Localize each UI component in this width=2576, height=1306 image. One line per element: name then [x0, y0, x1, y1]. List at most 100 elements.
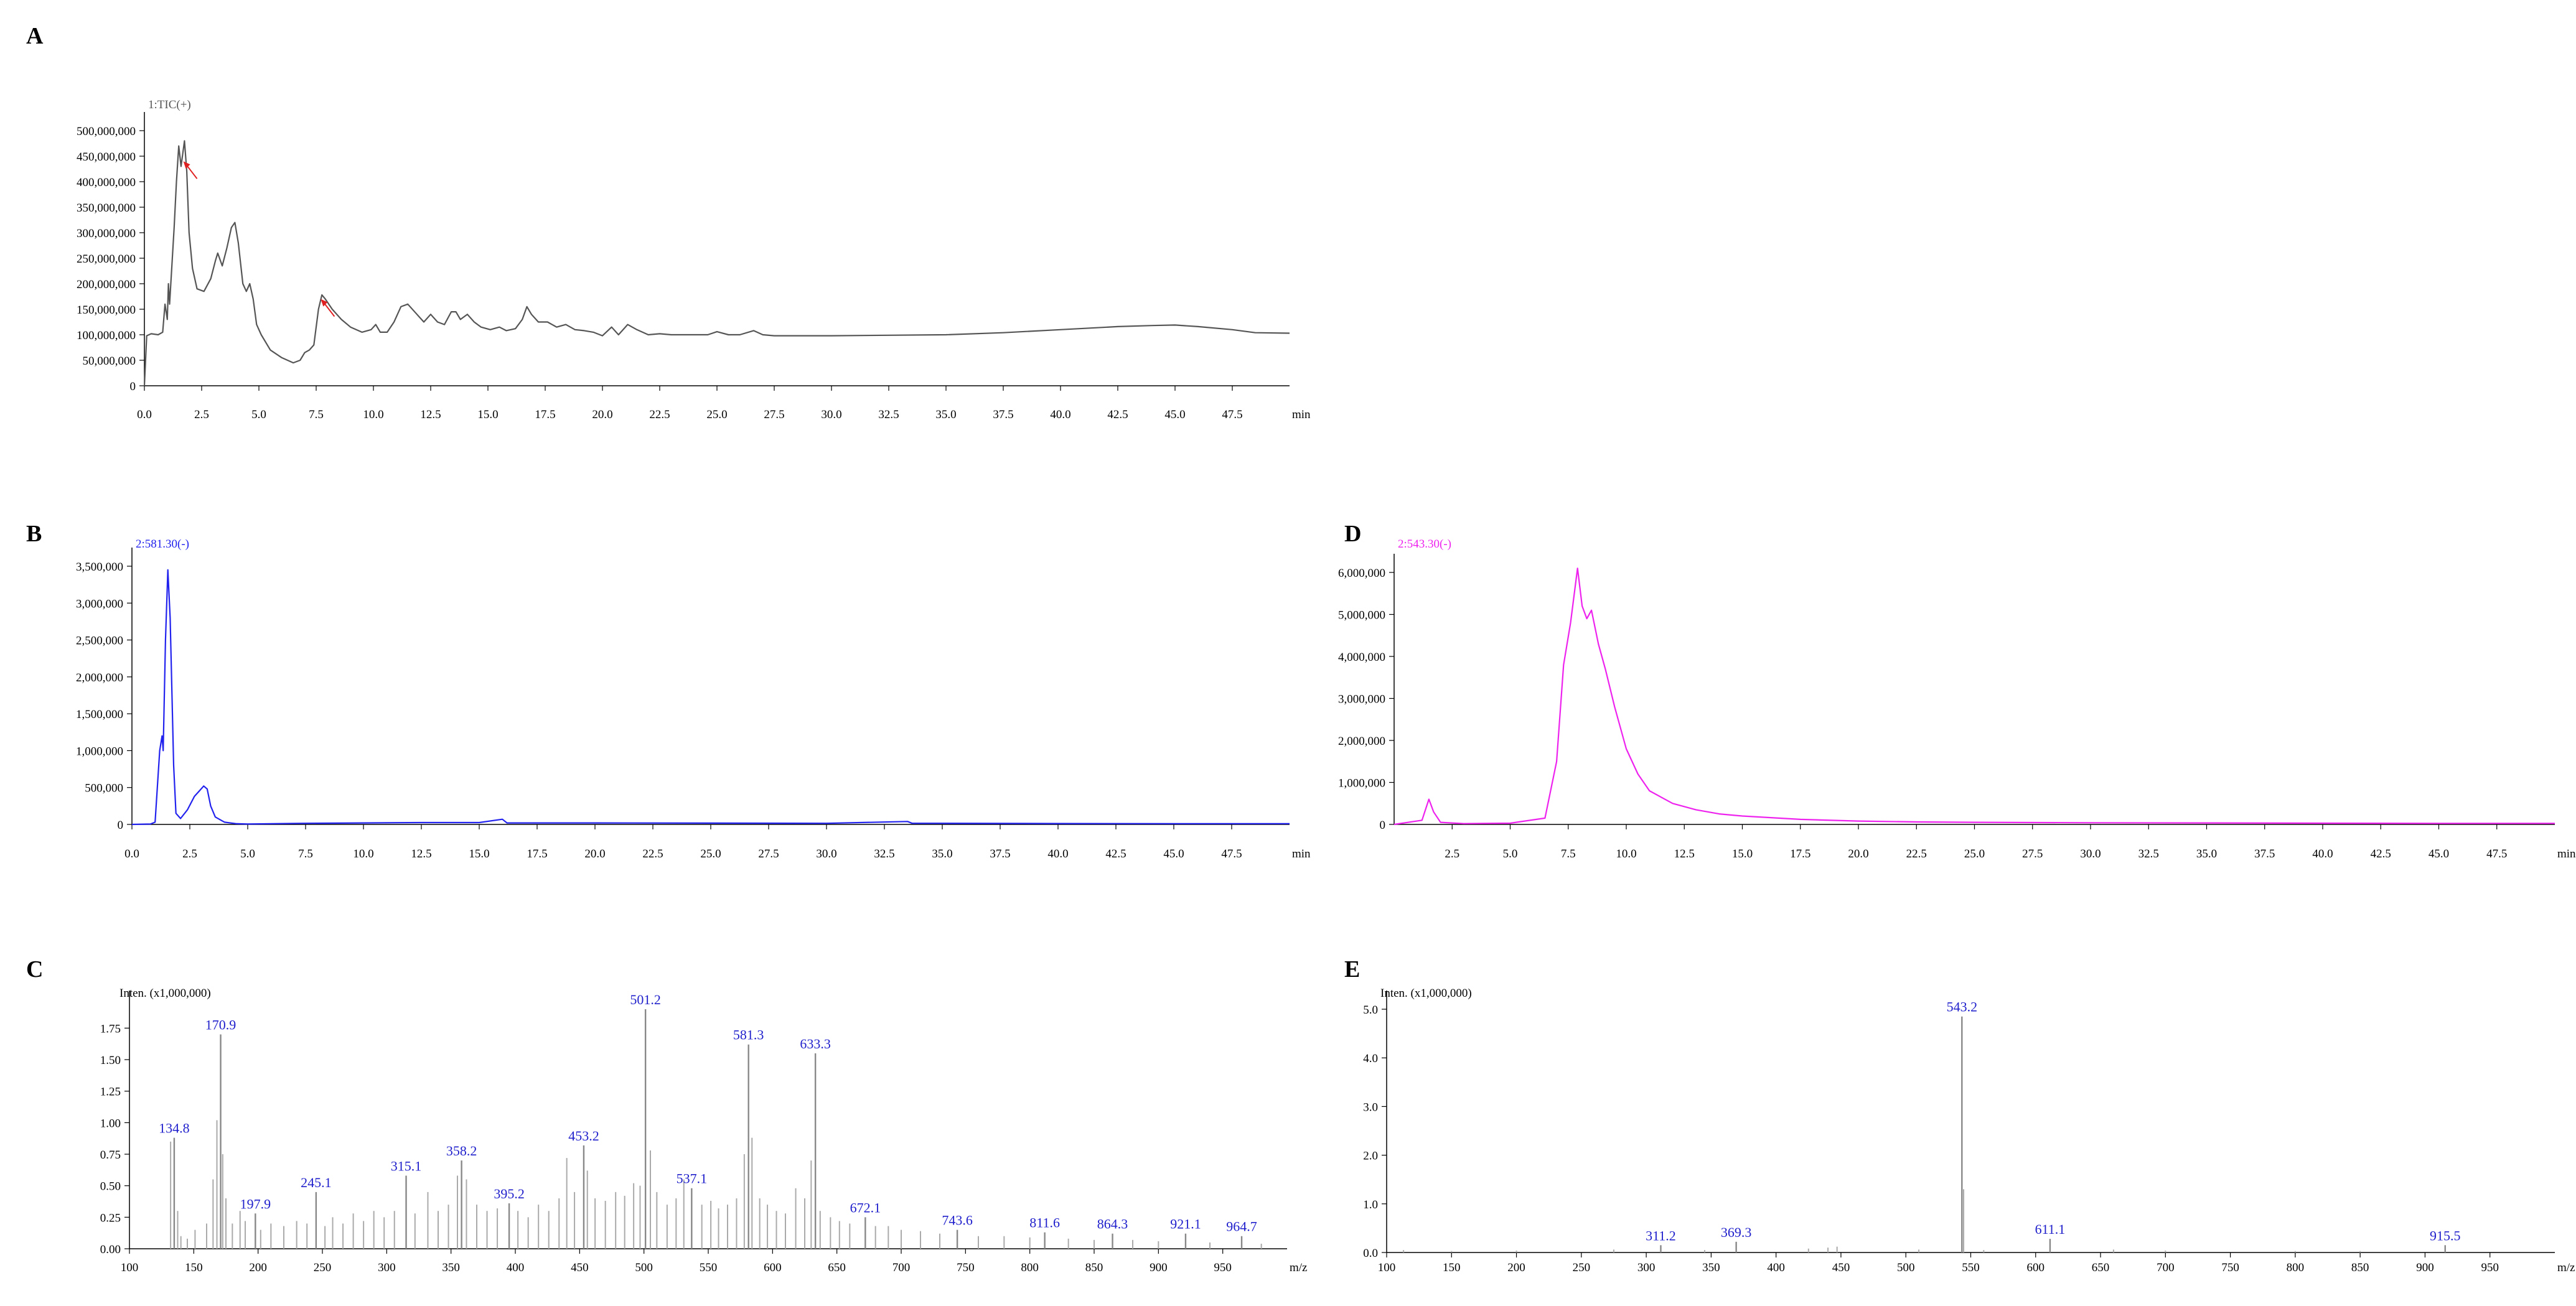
x-tick-label: 25.0: [700, 847, 721, 861]
y-tick-label: 150,000,000: [77, 304, 136, 317]
x-tick-label: 15.0: [477, 408, 498, 421]
x-tick-label: 250: [1573, 1261, 1591, 1274]
x-tick-label: 5.0: [251, 408, 266, 421]
y-tick-label: 5.0: [1363, 1004, 1378, 1017]
trace-label: 2:581.30(-): [136, 538, 189, 551]
x-tick-label: 450: [571, 1261, 589, 1274]
x-tick-label: 10.0: [353, 847, 373, 861]
y-tick-label: 1.00: [100, 1117, 121, 1130]
x-tick-label: 45.0: [1164, 408, 1185, 421]
x-tick-label: 20.0: [1848, 847, 1868, 861]
peak-label: 395.2: [494, 1186, 525, 1201]
x-tick-label: 7.5: [1561, 847, 1576, 861]
panel-letter: B: [26, 521, 42, 547]
y-tick-label: 0: [118, 819, 124, 832]
y-tick-label: 500,000,000: [77, 125, 136, 138]
peak-label: 315.1: [391, 1158, 422, 1173]
x-tick-label: 7.5: [309, 408, 324, 421]
y-tick-label: 450,000,000: [77, 151, 136, 164]
peak-label: 245.1: [301, 1175, 332, 1190]
peak-label: 501.2: [630, 992, 661, 1007]
x-tick-label: 300: [378, 1261, 396, 1274]
x-tick-label: 47.5: [1221, 847, 1242, 861]
x-tick-label: 200: [249, 1261, 267, 1274]
peak-label: 864.3: [1097, 1216, 1128, 1232]
y-tick-label: 100,000,000: [77, 329, 136, 342]
y-tick-label: 2.0: [1363, 1150, 1378, 1163]
x-tick-label: 500: [1897, 1261, 1915, 1274]
x-tick-label: 0.0: [137, 408, 152, 421]
x-tick-label: 350: [442, 1261, 460, 1274]
x-tick-label: 350: [1702, 1261, 1720, 1274]
x-tick-label: 400: [1767, 1261, 1785, 1274]
x-tick-label: 650: [2092, 1261, 2110, 1274]
x-tick-label: 22.5: [649, 408, 670, 421]
y-tick-label: 2,000,000: [76, 671, 123, 684]
x-tick-label: 600: [2027, 1261, 2045, 1274]
y-tick-label: 350,000,000: [77, 202, 136, 215]
x-tick-label: 30.0: [816, 847, 836, 861]
peak-label: 197.9: [240, 1196, 271, 1211]
y-tick-label: 3,500,000: [76, 561, 123, 574]
x-tick-label: 450: [1832, 1261, 1850, 1274]
series-line: [1393, 567, 2555, 826]
y-tick-label: 50,000,000: [83, 355, 136, 368]
peak-label: 170.9: [205, 1017, 237, 1033]
x-tick-label: 35.0: [932, 847, 952, 861]
x-tick-label: 35.0: [935, 408, 956, 421]
y-tick-label: 3.0: [1363, 1101, 1378, 1114]
y-tick-label: 1,500,000: [76, 708, 123, 721]
y-tick-label: 0.50: [100, 1180, 121, 1193]
chart-panel-b: B 0 500,000 1,000,000 1,500,000 2,000,000 2,50…: [26, 521, 1311, 861]
panel-letter: A: [26, 23, 44, 49]
x-tick-label: 400: [507, 1261, 525, 1274]
x-tick-label: 17.5: [535, 408, 555, 421]
y-axis-title: Inten. (x1,000,000): [1380, 987, 1472, 1000]
x-tick-label: 5.0: [1503, 847, 1518, 861]
chart-panel-a: A 0 50,000,000 100,000,000 150,000,000 200,00…: [26, 23, 1311, 421]
x-tick-label: 32.5: [878, 408, 899, 421]
peak-label: 915.5: [2430, 1228, 2461, 1243]
y-tick-label: 0: [1380, 819, 1386, 832]
x-tick-label: 42.5: [2371, 847, 2391, 861]
x-tick-label: 17.5: [527, 847, 547, 861]
chart-panel-d: D 0 1,000,000 2,000,000 3,000,000 4,000,000 5,…: [1338, 521, 2576, 861]
peak-label: 358.2: [446, 1143, 477, 1159]
peak-label: 369.3: [1721, 1224, 1752, 1240]
x-tick-label: 32.5: [874, 847, 894, 861]
y-tick-label: 6,000,000: [1338, 567, 1385, 580]
y-tick-label: 500,000: [85, 782, 123, 795]
x-tick-label: 650: [828, 1261, 846, 1274]
trace-label: 1:TIC(+): [148, 98, 191, 111]
y-tick-label: 1.0: [1363, 1198, 1378, 1211]
x-tick-label: 700: [2157, 1261, 2175, 1274]
peak-label: 633.3: [800, 1036, 831, 1052]
peak-label: 921.1: [1170, 1216, 1201, 1232]
peak-label: 311.2: [1646, 1228, 1676, 1243]
red-arrow-annotation: [183, 161, 198, 179]
x-tick-label: 37.5: [2254, 847, 2275, 861]
x-tick-label: 600: [764, 1261, 782, 1274]
x-unit-label: min: [1292, 408, 1311, 421]
x-tick-label: 27.5: [2022, 847, 2043, 861]
peak-label: 453.2: [568, 1128, 599, 1144]
x-tick-label: 17.5: [1790, 847, 1810, 861]
x-tick-label: 45.0: [1163, 847, 1184, 861]
y-tick-label: 300,000,000: [77, 227, 136, 240]
peak-label: 743.6: [942, 1213, 973, 1228]
x-tick-label: 2.5: [194, 408, 209, 421]
x-tick-label: 200: [1507, 1261, 1525, 1274]
peak-label: 537.1: [677, 1171, 708, 1187]
x-unit-label: min: [2557, 847, 2576, 861]
chart-panel-e: E 0.0 1.0 2.0 3.0 4.0 5.0 100 150 200 250 300 350 400…: [1344, 956, 2575, 1274]
x-tick-label: 300: [1637, 1261, 1656, 1274]
x-tick-label: 150: [1443, 1261, 1461, 1274]
x-tick-label: 30.0: [821, 408, 841, 421]
x-tick-label: 15.0: [469, 847, 489, 861]
y-tick-label: 0: [130, 380, 136, 393]
x-tick-label: 0.0: [124, 847, 139, 861]
x-tick-label: 750: [2221, 1261, 2239, 1274]
x-tick-label: 10.0: [363, 408, 383, 421]
x-tick-label: 250: [314, 1261, 332, 1274]
